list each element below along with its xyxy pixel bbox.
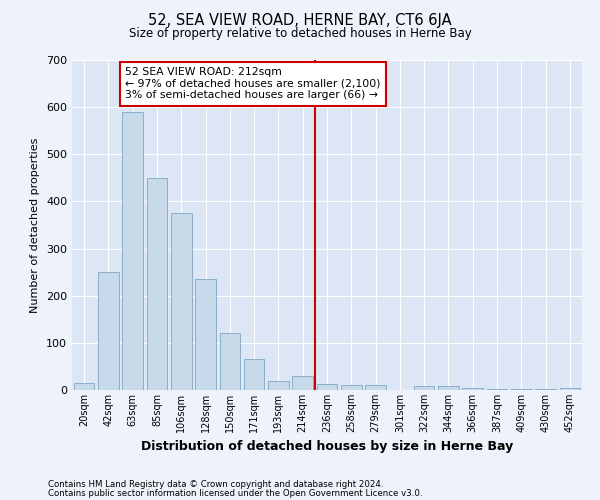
Bar	[244, 360, 265, 390]
X-axis label: Distribution of detached houses by size in Herne Bay: Distribution of detached houses by size …	[141, 440, 513, 454]
Bar	[365, 386, 386, 390]
Bar	[487, 388, 508, 390]
Text: Contains HM Land Registry data © Crown copyright and database right 2024.: Contains HM Land Registry data © Crown c…	[48, 480, 383, 489]
Bar	[74, 383, 94, 390]
Text: Contains public sector information licensed under the Open Government Licence v3: Contains public sector information licen…	[48, 488, 422, 498]
Bar	[414, 386, 434, 390]
Bar	[98, 272, 119, 390]
Bar	[268, 380, 289, 390]
Bar	[463, 388, 483, 390]
Bar	[438, 386, 459, 390]
Bar	[317, 384, 337, 390]
Bar	[146, 178, 167, 390]
Bar	[560, 388, 580, 390]
Bar	[341, 386, 362, 390]
Bar	[292, 376, 313, 390]
Bar	[535, 388, 556, 390]
Bar	[122, 112, 143, 390]
Y-axis label: Number of detached properties: Number of detached properties	[31, 138, 40, 312]
Bar	[220, 334, 240, 390]
Bar	[195, 279, 216, 390]
Text: 52, SEA VIEW ROAD, HERNE BAY, CT6 6JA: 52, SEA VIEW ROAD, HERNE BAY, CT6 6JA	[148, 12, 452, 28]
Bar	[511, 388, 532, 390]
Text: Size of property relative to detached houses in Herne Bay: Size of property relative to detached ho…	[128, 28, 472, 40]
Bar	[171, 213, 191, 390]
Text: 52 SEA VIEW ROAD: 212sqm
← 97% of detached houses are smaller (2,100)
3% of semi: 52 SEA VIEW ROAD: 212sqm ← 97% of detach…	[125, 67, 381, 100]
